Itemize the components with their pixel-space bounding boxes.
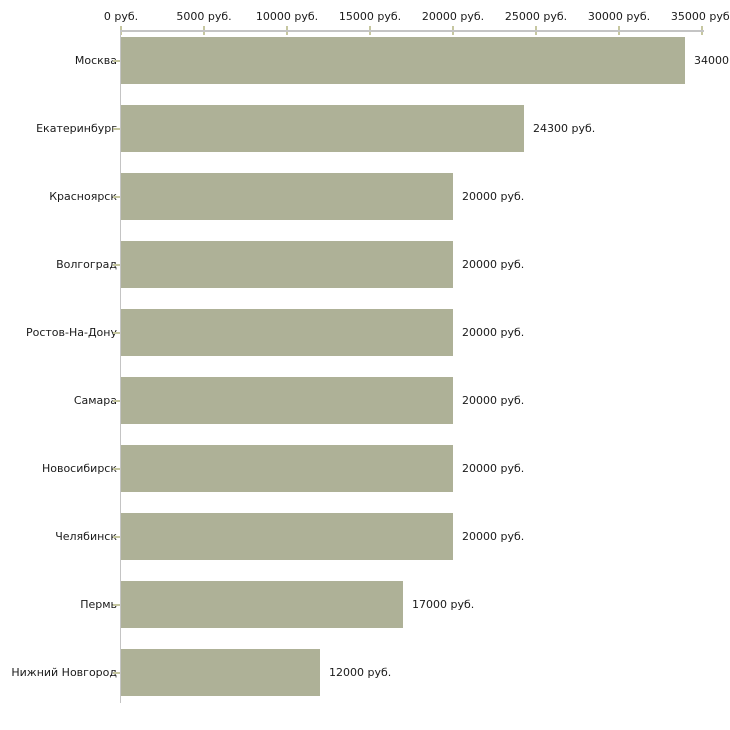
category-tick-mark [113,603,120,606]
category-label: Красноярск [49,190,117,203]
bar [121,581,403,628]
value-label: 20000 руб. [462,326,525,339]
bar [121,445,453,492]
x-axis-line [120,30,704,32]
bar [121,241,453,288]
category-label: Ростов-На-Дону [25,326,117,339]
category-label: Нижний Новгород [11,666,117,679]
x-tick-label: 30000 руб. [587,10,651,23]
category-label: Пермь [80,598,117,611]
category-tick-mark [113,195,120,198]
value-label: 20000 руб. [462,462,525,475]
category-tick-mark [113,331,120,334]
value-label: 20000 руб. [462,190,525,203]
y-axis-line [120,30,121,703]
value-label: 34000 руб. [694,54,730,67]
bar [121,377,453,424]
category-tick-mark [113,59,120,62]
x-tick-label: 25000 руб. [504,10,568,23]
category-label: Волгоград [56,258,117,271]
x-tick-label: 5000 руб. [176,10,232,23]
value-label: 12000 руб. [329,666,392,679]
category-tick-mark [113,467,120,470]
bar [121,105,524,152]
value-label: 20000 руб. [462,530,525,543]
bar [121,173,453,220]
bar [121,513,453,560]
category-label: Челябинск [55,530,117,543]
category-tick-mark [113,127,120,130]
category-label: Екатеринбург [36,122,117,135]
value-label: 20000 руб. [462,258,525,271]
category-label: Самара [73,394,117,407]
category-tick-mark [113,263,120,266]
value-label: 24300 руб. [533,122,596,135]
x-tick-label: 35000 руб. [670,10,730,23]
bar [121,37,685,84]
x-tick-label: 10000 руб. [255,10,319,23]
category-tick-mark [113,399,120,402]
bar [121,309,453,356]
category-tick-mark [113,535,120,538]
value-label: 20000 руб. [462,394,525,407]
value-label: 17000 руб. [412,598,475,611]
x-tick-label: 0 руб. [103,10,139,23]
category-tick-mark [113,671,120,674]
category-label: Москва [74,54,117,67]
x-tick-label: 15000 руб. [338,10,402,23]
category-label: Новосибирск [41,462,117,475]
x-tick-label: 20000 руб. [421,10,485,23]
bar [121,649,320,696]
